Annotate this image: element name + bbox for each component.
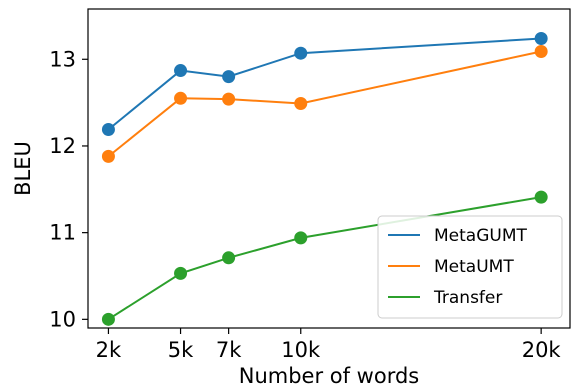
plot-marks — [101, 31, 548, 326]
series-line-metaumt — [107, 50, 542, 158]
data-point-metagumt-5k — [174, 64, 188, 78]
y-tick-label-12: 12 — [49, 134, 76, 158]
data-point-metagumt-20k — [534, 31, 548, 45]
series-metagumt — [101, 31, 548, 136]
y-axis-label: BLEU — [11, 141, 35, 196]
data-point-transfer-2k — [101, 312, 115, 326]
legend-label-transfer: Transfer — [433, 288, 502, 308]
y-axis-ticks: 10 11 12 13 — [49, 47, 88, 331]
x-tick-label-7k: 7k — [216, 338, 242, 362]
data-point-transfer-10k — [294, 231, 308, 245]
y-tick-label-10: 10 — [49, 307, 76, 331]
x-tick-label-20k: 20k — [522, 338, 562, 362]
x-tick-label-10k: 10k — [281, 338, 321, 362]
data-point-transfer-5k — [174, 266, 188, 280]
legend-label-metaumt: MetaUMT — [434, 257, 514, 277]
y-tick-label-11: 11 — [49, 221, 76, 245]
data-point-metagumt-7k — [222, 70, 236, 84]
data-point-metaumt-20k — [534, 44, 548, 58]
data-point-metaumt-7k — [222, 92, 236, 106]
data-point-metaumt-5k — [174, 91, 188, 105]
series-line-metagumt — [107, 37, 542, 131]
data-point-metagumt-10k — [294, 46, 308, 60]
data-point-metagumt-2k — [101, 122, 115, 136]
data-point-transfer-7k — [222, 251, 236, 265]
legend-box — [377, 215, 563, 319]
x-tick-label-5k: 5k — [168, 338, 194, 362]
x-axis-label: Number of words — [239, 364, 420, 387]
plot-frame — [87, 8, 571, 329]
legend: MetaGUMT MetaUMT Transfer — [377, 215, 563, 319]
legend-label-metagumt: MetaGUMT — [434, 226, 527, 246]
x-tick-label-2k: 2k — [96, 338, 122, 362]
data-point-metaumt-10k — [294, 96, 308, 110]
data-point-transfer-20k — [534, 190, 548, 204]
data-point-metaumt-2k — [101, 149, 115, 163]
x-axis-ticks: 2k 5k 7k 10k 20k — [96, 328, 562, 362]
y-tick-label-13: 13 — [49, 47, 76, 71]
series-metaumt — [101, 44, 548, 163]
